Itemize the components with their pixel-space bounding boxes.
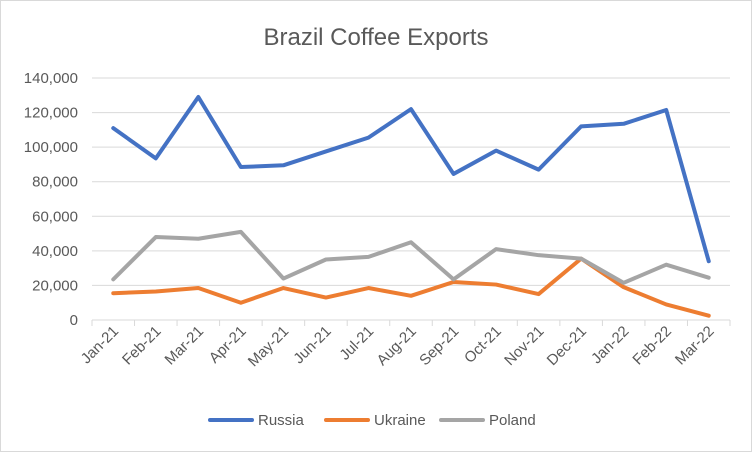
y-tick-label: 100,000 [24,139,78,156]
x-tick-label: Oct-21 [461,323,505,367]
x-tick-label: Jan-21 [78,323,122,367]
legend-label-russia: Russia [258,412,305,429]
y-tick-label: 20,000 [32,277,78,294]
y-tick-label: 0 [70,312,78,329]
series-line-poland [111,229,711,285]
x-tick-label: Apr-21 [206,323,250,367]
series-lines [111,95,711,318]
x-tick-label: Aug-21 [374,323,420,369]
y-tick-label: 60,000 [32,208,78,225]
x-tick-label: Jul-21 [336,323,377,364]
x-tick-label: Nov-21 [501,323,547,369]
y-tick-label: 120,000 [24,105,78,122]
x-tick-label: Feb-21 [119,323,165,369]
y-axis-ticks: 0 20,000 40,000 60,000 80,000 100,000 120,000 1… [24,70,78,329]
x-tick-label: May-21 [245,323,292,370]
series-line-russia [111,95,711,264]
chart-title: Brazil Coffee Exports [264,24,489,51]
x-tick-label: Jan-22 [588,323,632,367]
x-tick-label: Mar-22 [672,323,718,369]
x-tick-label: Sep-21 [416,323,462,369]
y-tick-label: 40,000 [32,243,78,260]
legend: Russia Ukraine Poland [208,412,536,429]
x-tick-label: Dec-21 [544,323,590,369]
series-line-ukraine [111,256,711,318]
x-tick-label: Feb-22 [629,323,675,369]
x-tick-label: Mar-21 [162,323,208,369]
legend-label-poland: Poland [489,412,536,429]
legend-label-ukraine: Ukraine [374,412,426,429]
y-tick-label: 140,000 [24,70,78,87]
x-tick-label: Jun-21 [290,323,334,367]
y-tick-label: 80,000 [32,174,78,191]
